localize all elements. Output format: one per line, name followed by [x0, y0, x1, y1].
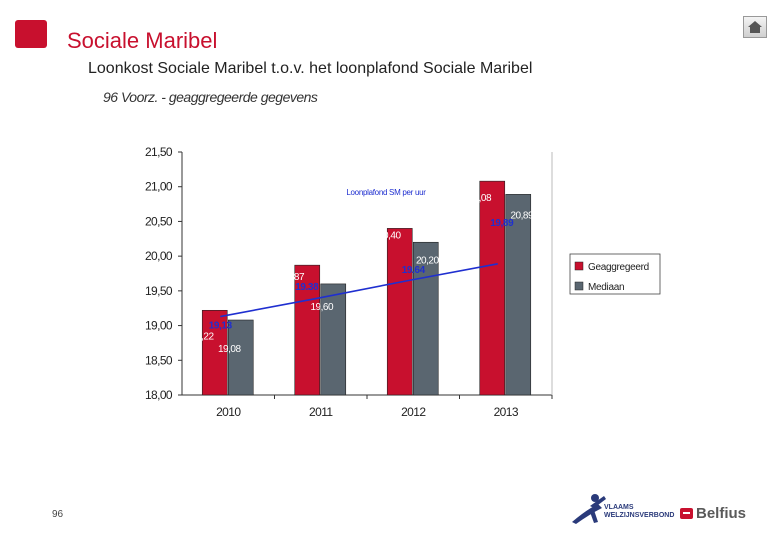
y-tick-label: 20,00 — [145, 249, 173, 263]
y-tick-label: 18,00 — [145, 388, 173, 402]
belfius-logo: Belfius — [680, 505, 746, 522]
home-button[interactable] — [743, 16, 767, 38]
bar-label-geaggregeerd: 20,40 — [378, 230, 401, 241]
partner-logo-text: VLAAMS WELZIJNSVERBOND — [604, 504, 675, 519]
trend-point-label: 19.38 — [295, 282, 319, 293]
bar-geaggregeerd — [479, 180, 506, 396]
trend-point-label: 19,13 — [209, 321, 233, 332]
bar-label-mediaan: 20,89 — [510, 210, 533, 221]
bar-label-mediaan: 19,60 — [310, 302, 333, 313]
trend-line-loonplafond — [220, 262, 498, 318]
legend-entry: Mediaan — [588, 282, 624, 293]
bar-mediaan — [227, 319, 254, 396]
trend-point-label: 19,89 — [490, 218, 514, 229]
trend-point-label: 19.64 — [402, 265, 426, 276]
y-tick-label: 18,50 — [145, 353, 173, 367]
legend-entry: Geaggregeerd — [588, 262, 649, 273]
bar-label-geaggregeerd: 19,22 — [191, 331, 214, 342]
bar-label-mediaan: 20,20 — [416, 255, 439, 266]
page-subtitle: Loonkost Sociale Maribel t.o.v. het loon… — [88, 60, 533, 77]
bar-mediaan — [505, 194, 532, 396]
y-tick-label: 19,50 — [145, 284, 173, 298]
bar-label-geaggregeerd: 19,87 — [281, 272, 304, 283]
bar-geaggregeerd — [386, 228, 413, 396]
y-tick-label: 20,50 — [145, 214, 173, 228]
page-title: Sociale Maribel — [67, 28, 218, 53]
y-tick-label: 21,50 — [145, 145, 173, 159]
x-tick-label: 2013 — [494, 405, 519, 419]
x-tick-label: 2012 — [401, 405, 426, 419]
brand-logo-block — [15, 20, 47, 48]
trend-line-name: Loonplafond SM per uur — [346, 188, 426, 197]
bar-mediaan — [412, 241, 439, 396]
bar-geaggregeerd — [294, 264, 321, 396]
home-icon — [748, 21, 762, 33]
page-number: 96 — [52, 509, 64, 520]
belfius-mark-icon — [680, 508, 693, 519]
x-tick-label: 2010 — [216, 405, 241, 419]
x-tick-label: 2011 — [309, 405, 333, 419]
bar-geaggregeerd — [201, 309, 228, 396]
bar-label-geaggregeerd: 21,08 — [468, 193, 491, 204]
bar-label-mediaan: 19,08 — [218, 344, 241, 355]
brand-name: Belfius — [696, 505, 747, 522]
bar-mediaan — [320, 283, 347, 396]
chart-note: 96 Voorz. - geaggregeerde gegevens — [103, 89, 318, 105]
legend-swatch — [574, 281, 584, 291]
y-tick-label: 21,00 — [145, 180, 173, 194]
legend-box — [569, 253, 661, 295]
legend-swatch — [574, 261, 584, 271]
welzijnsverbond-logo-icon — [572, 494, 606, 524]
y-tick-label: 19,00 — [145, 319, 173, 333]
